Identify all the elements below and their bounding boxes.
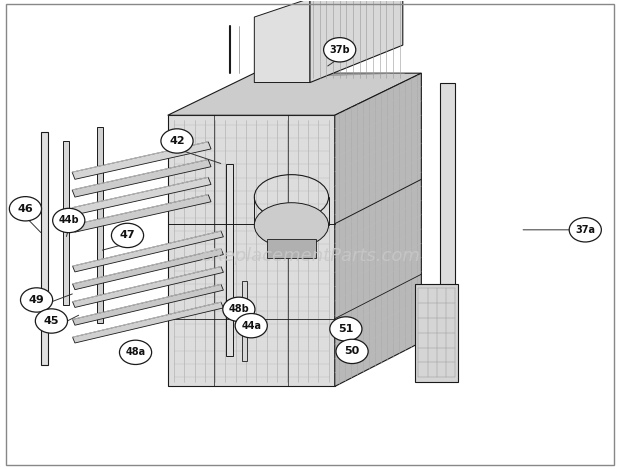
Circle shape: [161, 129, 193, 153]
Text: 48b: 48b: [229, 304, 249, 314]
Circle shape: [120, 340, 152, 364]
Polygon shape: [226, 164, 232, 356]
Polygon shape: [41, 132, 48, 365]
Polygon shape: [168, 115, 335, 386]
Text: 45: 45: [43, 316, 59, 326]
Polygon shape: [72, 159, 211, 197]
Text: 49: 49: [29, 295, 45, 305]
Polygon shape: [72, 142, 211, 179]
Circle shape: [112, 223, 144, 248]
Polygon shape: [415, 284, 458, 382]
Polygon shape: [72, 195, 211, 232]
Polygon shape: [73, 302, 223, 343]
Circle shape: [336, 339, 368, 363]
Text: 48a: 48a: [125, 348, 146, 357]
Ellipse shape: [254, 203, 329, 248]
Polygon shape: [73, 284, 223, 325]
Polygon shape: [73, 231, 223, 272]
Polygon shape: [97, 127, 103, 323]
Polygon shape: [63, 141, 69, 305]
Polygon shape: [73, 266, 223, 308]
Circle shape: [53, 208, 85, 233]
Circle shape: [223, 297, 255, 321]
Circle shape: [35, 309, 68, 333]
Polygon shape: [267, 239, 316, 258]
Circle shape: [9, 197, 42, 221]
Text: 37b: 37b: [329, 45, 350, 55]
Text: 51: 51: [338, 324, 353, 334]
Polygon shape: [254, 0, 310, 83]
Polygon shape: [168, 73, 422, 115]
Circle shape: [20, 288, 53, 312]
Polygon shape: [310, 0, 403, 83]
Polygon shape: [73, 249, 223, 290]
Circle shape: [569, 218, 601, 242]
Polygon shape: [335, 73, 422, 386]
Text: 37a: 37a: [575, 225, 595, 235]
Polygon shape: [440, 83, 455, 377]
Circle shape: [330, 317, 362, 341]
Text: 46: 46: [17, 204, 33, 214]
Polygon shape: [242, 281, 247, 361]
Polygon shape: [72, 177, 211, 215]
Circle shape: [235, 313, 267, 338]
Text: 47: 47: [120, 230, 135, 241]
Text: 50: 50: [345, 347, 360, 356]
Text: 44b: 44b: [58, 215, 79, 226]
Circle shape: [324, 38, 356, 62]
Text: 42: 42: [169, 136, 185, 146]
Text: 44a: 44a: [241, 321, 261, 331]
Text: eReplacementParts.com: eReplacementParts.com: [200, 247, 420, 265]
